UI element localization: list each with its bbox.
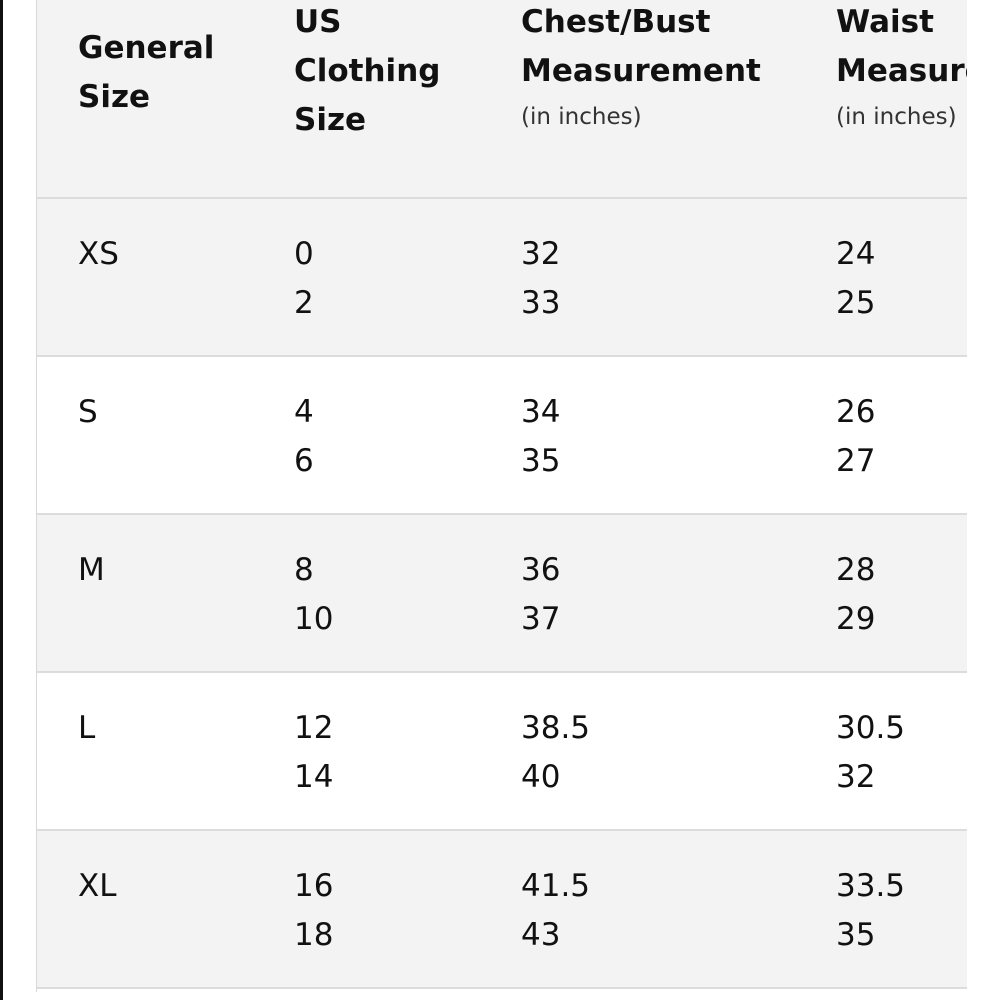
size-label: XL [78, 868, 117, 904]
cell-value: 33.5 [836, 868, 906, 904]
table-row: L 12 14 38.5 40 30.5 32 [37, 673, 967, 831]
cell-value: 8 [294, 552, 314, 588]
cell-value: 25 [836, 285, 876, 321]
cell-value: 35 [521, 443, 561, 479]
cell-value: 18 [294, 917, 334, 953]
cell-value: 34 [521, 394, 561, 430]
cell-value: 40 [521, 759, 561, 795]
size-label: M [78, 552, 105, 588]
cell-value: 32 [521, 236, 561, 272]
cell-value: 35 [836, 917, 876, 953]
column-header: US [294, 4, 342, 40]
column-header: Size [78, 79, 151, 115]
size-label: L [78, 710, 96, 746]
cell-value: 37 [521, 601, 561, 637]
column-unit: (in inches) [836, 104, 957, 130]
cell-value: 16 [294, 868, 334, 904]
size-label: XS [78, 236, 119, 272]
cell-value: 2 [294, 285, 314, 321]
cell-value: 6 [294, 443, 314, 479]
cell-value: 0 [294, 236, 314, 272]
column-header: Measurement [521, 53, 761, 89]
cell-value: 27 [836, 443, 876, 479]
cell-value: 12 [294, 710, 334, 746]
window-edge [0, 0, 3, 1000]
cell-value: 10 [294, 601, 334, 637]
cell-value: 33 [521, 285, 561, 321]
cell-value: 43 [521, 917, 561, 953]
table-row: XL 16 18 41.5 43 33.5 35 [37, 831, 967, 989]
cell-value: 28 [836, 552, 876, 588]
cell-value: 29 [836, 601, 876, 637]
column-header: Measurement [836, 53, 967, 89]
column-header: Clothing [294, 53, 441, 89]
table-row: XS 0 2 32 33 24 25 [37, 199, 967, 357]
cell-value: 24 [836, 236, 876, 272]
cell-value: 14 [294, 759, 334, 795]
header-row: General Size US Clothing Size Chest/Bust Measu… [37, 0, 967, 199]
cell-value: 36 [521, 552, 561, 588]
cell-value: 41.5 [521, 868, 591, 904]
table-row: S 4 6 34 35 26 27 [37, 357, 967, 515]
cell-value: 26 [836, 394, 876, 430]
column-header: General [78, 30, 215, 66]
cell-value: 4 [294, 394, 314, 430]
size-table: General Size US Clothing Size Chest/Bust Measu… [36, 0, 967, 992]
table-row: M 8 10 36 37 28 29 [37, 515, 967, 673]
cell-value: 30.5 [836, 710, 906, 746]
column-unit: (in inches) [521, 104, 642, 130]
column-header: Size [294, 102, 367, 138]
cell-value: 32 [836, 759, 876, 795]
size-label: S [78, 394, 98, 430]
cell-value: 38.5 [521, 710, 591, 746]
column-header: Waist [836, 4, 934, 40]
column-header: Chest/Bust [521, 4, 711, 40]
